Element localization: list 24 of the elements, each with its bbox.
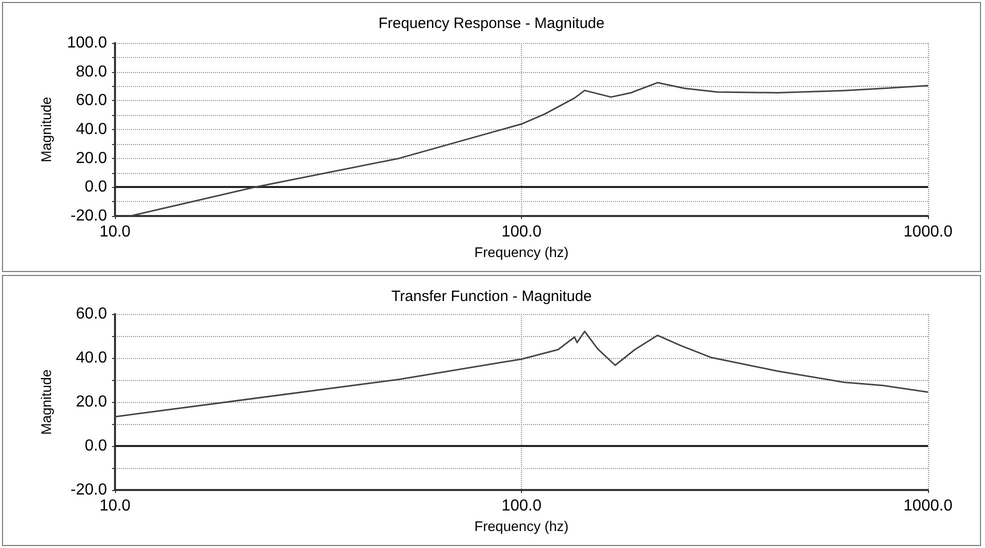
x-axis-title: Frequency (hz) xyxy=(474,518,569,534)
y-tick-label: 0.0 xyxy=(84,178,108,196)
x-tick-label: 1000.0 xyxy=(904,498,953,514)
y-tick-label: 40.0 xyxy=(76,350,108,366)
y-tick-label: 80.0 xyxy=(76,63,108,80)
y-tick-label: 40.0 xyxy=(76,121,108,138)
chart-title: Transfer Function - Magnitude xyxy=(391,288,592,305)
x-tick-label: 10.0 xyxy=(99,224,131,240)
y-tick-label: 100.0 xyxy=(66,34,108,52)
y-tick-label: 20.0 xyxy=(76,394,108,410)
chart-title: Frequency Response - Magnitude xyxy=(378,15,604,32)
y-tick-label: 0.0 xyxy=(84,438,108,454)
y-tick-label: 20.0 xyxy=(76,150,108,167)
x-tick-label: 10.0 xyxy=(99,498,131,514)
y-tick-label: -20.0 xyxy=(70,208,108,224)
x-tick-label: 1000.0 xyxy=(904,224,953,240)
y-tick-label: -20.0 xyxy=(70,482,108,498)
x-tick-label: 100.0 xyxy=(501,224,542,240)
y-tick-label: 60.0 xyxy=(76,306,108,322)
y-axis-title: Magnitude xyxy=(38,96,54,162)
x-axis-title: Frequency (hz) xyxy=(474,244,569,260)
y-tick-label: 60.0 xyxy=(76,92,108,110)
y-axis-title: Magnitude xyxy=(38,369,54,435)
x-tick-label: 100.0 xyxy=(501,498,542,514)
